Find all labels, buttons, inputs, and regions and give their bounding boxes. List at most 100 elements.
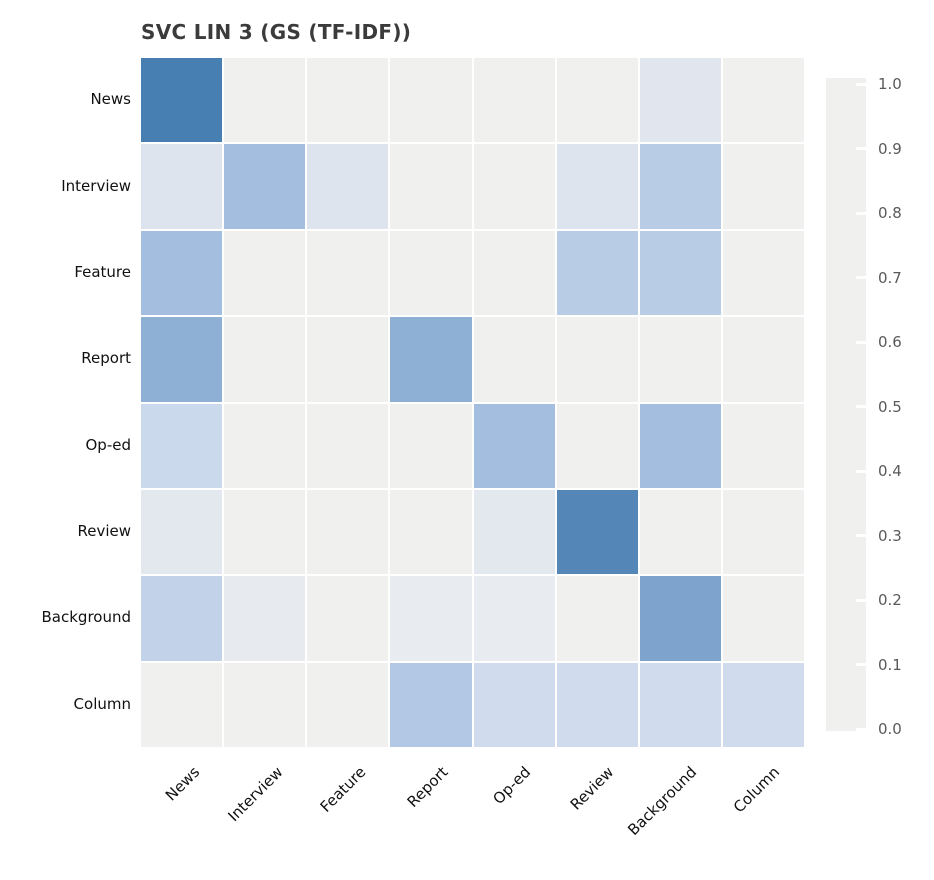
- heatmap-cell: [141, 230, 223, 316]
- heatmap-cell: [722, 144, 804, 229]
- y-tick-label: Op-ed: [85, 435, 132, 454]
- heatmap-cell: [722, 489, 804, 575]
- heatmap-cell: [556, 144, 638, 229]
- heatmap-cell: [473, 144, 555, 229]
- heatmap-cell: [307, 144, 389, 229]
- x-tick-label: Interview: [223, 763, 287, 826]
- heatmap-cell: [141, 403, 223, 488]
- heatmap-cell: [390, 317, 472, 402]
- heatmap-cell: [639, 58, 721, 143]
- heatmap-cell: [224, 317, 306, 402]
- heatmap-cell: [722, 58, 804, 143]
- y-tick-label: News: [90, 90, 131, 109]
- heatmap-cell: [224, 662, 306, 747]
- colorbar-tick-mark: [856, 598, 869, 602]
- heatmap-cell: [390, 58, 472, 143]
- colorbar-tick-label: 1.0: [878, 75, 902, 93]
- heatmap-cell: [224, 144, 306, 229]
- y-tick-label: Interview: [61, 176, 131, 195]
- colorbar-tick-mark: [856, 727, 869, 731]
- colorbar-tick-label: 0.7: [878, 268, 902, 287]
- colorbar-tick-mark: [856, 82, 869, 86]
- x-tick-label: Background: [624, 763, 701, 840]
- heatmap-cell: [639, 489, 721, 575]
- x-tick-label: Op-ed: [489, 763, 535, 808]
- colorbar-tick-label: 0.8: [878, 204, 902, 222]
- heatmap-cell: [639, 144, 721, 229]
- heatmap-cell: [224, 230, 306, 316]
- heatmap-cell: [556, 403, 638, 488]
- colorbar-tick-label: 0.9: [878, 139, 902, 158]
- colorbar-tick-label: 0.3: [878, 526, 902, 545]
- colorbar-tick-label: 0.1: [878, 655, 902, 674]
- y-tick-label: Feature: [74, 262, 131, 281]
- heatmap-cell: [473, 58, 555, 143]
- heatmap-cell: [224, 576, 306, 661]
- heatmap-cell: [307, 58, 389, 143]
- colorbar: 1.0 0.9 0.8 0.7 0.6 0.5 0.4 0.3 0.2 0.1 0.0: [826, 75, 902, 738]
- heatmap-cell: [722, 230, 804, 316]
- colorbar-tick-mark: [856, 147, 869, 150]
- colorbar-tick-label: 0.2: [878, 591, 902, 609]
- chart-title: SVC LIN 3 (GS (TF-IDF)): [141, 20, 412, 44]
- colorbar-tick-mark: [856, 276, 869, 279]
- heatmap-cell: [141, 317, 223, 402]
- heatmap-cell: [473, 662, 555, 747]
- heatmap-cell: [639, 662, 721, 747]
- heatmap-cell: [390, 144, 472, 229]
- heatmap-cell: [473, 317, 555, 402]
- heatmap-cell: [141, 58, 223, 143]
- heatmap-cell: [307, 489, 389, 575]
- heatmap-plot-area: [141, 56, 804, 747]
- x-tick-label: Review: [566, 763, 618, 814]
- colorbar-tick-mark: [856, 340, 869, 344]
- heatmap-cell: [722, 662, 804, 747]
- colorbar-tick-mark: [856, 469, 869, 473]
- x-tick-label: Column: [729, 763, 784, 817]
- y-axis-labels: News Interview Feature Report Op-ed Review Bac…: [0, 56, 132, 747]
- heatmap-cell: [556, 576, 638, 661]
- y-tick-label: Report: [81, 349, 131, 368]
- colorbar-tick-mark: [856, 663, 869, 666]
- heatmap-cell: [473, 403, 555, 488]
- heatmap-cell: [556, 230, 638, 316]
- heatmap-cell: [224, 403, 306, 488]
- colorbar-tick-mark: [856, 534, 869, 537]
- heatmap-cell: [639, 403, 721, 488]
- heatmap-cell: [639, 230, 721, 316]
- x-tick-label: Feature: [316, 763, 369, 816]
- heatmap-cell: [722, 576, 804, 661]
- y-tick-label: Background: [41, 608, 132, 627]
- colorbar-tick-label: 0.0: [878, 720, 902, 738]
- heatmap-cell: [639, 317, 721, 402]
- heatmap-cell: [307, 662, 389, 747]
- heatmap-cell: [390, 576, 472, 661]
- heatmap-cell: [141, 144, 223, 229]
- colorbar-tick-mark: [856, 211, 869, 215]
- x-axis-labels: News Interview Feature Report Op-ed Review Bac…: [141, 753, 841, 863]
- colorbar-tick-label: 0.5: [878, 397, 902, 416]
- x-tick-label: Report: [403, 763, 452, 811]
- heatmap-cell: [722, 403, 804, 488]
- heatmap-cell: [390, 662, 472, 747]
- colorbar-tick-label: 0.6: [878, 333, 902, 351]
- heatmap-cell: [473, 489, 555, 575]
- heatmap-cell: [556, 489, 638, 575]
- heatmap-cell: [224, 58, 306, 143]
- x-tick-label: News: [161, 763, 204, 805]
- heatmap-cell: [141, 576, 223, 661]
- heatmap-cell: [556, 58, 638, 143]
- heatmap-cell: [307, 230, 389, 316]
- heatmap-cell: [390, 489, 472, 575]
- y-tick-label: Review: [77, 522, 131, 541]
- heatmap-cell: [307, 403, 389, 488]
- heatmap-cell: [639, 576, 721, 661]
- heatmap-cell: [141, 662, 223, 747]
- heatmap-cell: [722, 317, 804, 402]
- colorbar-tick-label: 0.4: [878, 462, 902, 480]
- heatmap-cell: [556, 317, 638, 402]
- heatmap-cell: [224, 489, 306, 575]
- heatmap-cell: [141, 489, 223, 575]
- heatmap-cell: [473, 576, 555, 661]
